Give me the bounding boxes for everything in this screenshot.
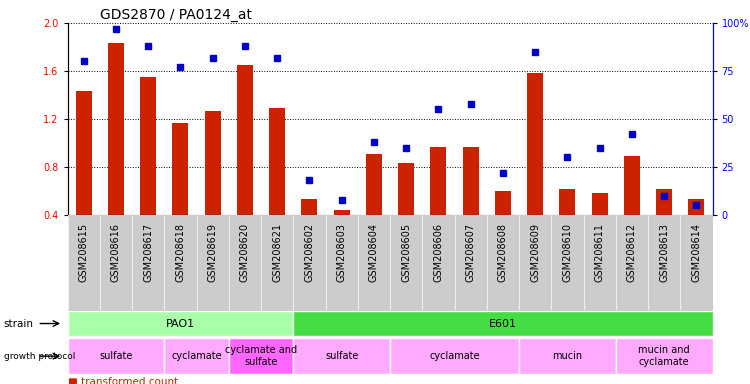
Text: GSM208610: GSM208610 (562, 223, 572, 282)
Text: GSM208604: GSM208604 (369, 223, 379, 282)
Text: GSM208620: GSM208620 (240, 223, 250, 282)
Text: cyclamate: cyclamate (171, 351, 222, 361)
Bar (205, 111, 220, 215)
Text: GSM208608: GSM208608 (498, 223, 508, 282)
Bar (293, 338, 390, 374)
Text: GSM208611: GSM208611 (595, 223, 604, 282)
Text: GSM208609: GSM208609 (530, 223, 540, 282)
Text: strain: strain (4, 318, 34, 329)
Text: GSM208613: GSM208613 (659, 223, 669, 282)
Bar (334, 210, 350, 215)
Bar (390, 338, 519, 374)
Bar (366, 154, 382, 215)
Bar (140, 77, 156, 215)
Text: cyclamate and
sulfate: cyclamate and sulfate (225, 345, 297, 367)
Bar (688, 199, 704, 215)
Text: cyclamate: cyclamate (429, 351, 480, 361)
Bar (76, 91, 92, 215)
Text: GSM208618: GSM208618 (176, 223, 185, 282)
Bar (237, 65, 253, 215)
Bar (229, 338, 293, 374)
Bar (560, 189, 575, 215)
Bar (172, 122, 188, 215)
Bar (656, 189, 672, 215)
Text: GSM208605: GSM208605 (401, 223, 411, 282)
Bar (398, 164, 414, 215)
Bar (592, 194, 608, 215)
Bar (527, 73, 543, 215)
Text: ■ transformed count: ■ transformed count (68, 377, 178, 384)
Text: PAO1: PAO1 (166, 318, 195, 329)
Text: GSM208616: GSM208616 (111, 223, 121, 282)
Bar (519, 338, 616, 374)
Text: GSM208614: GSM208614 (692, 223, 701, 282)
Bar (293, 311, 712, 336)
Bar (430, 147, 446, 215)
Text: mucin and
cyclamate: mucin and cyclamate (638, 345, 690, 367)
Text: GDS2870 / PA0124_at: GDS2870 / PA0124_at (100, 8, 252, 22)
Bar (68, 311, 293, 336)
Bar (164, 338, 229, 374)
Bar (616, 338, 712, 374)
Text: GSM208615: GSM208615 (79, 223, 88, 282)
Text: GSM208603: GSM208603 (337, 223, 346, 282)
Text: E601: E601 (489, 318, 517, 329)
Bar (269, 108, 285, 215)
Text: GSM208621: GSM208621 (272, 223, 282, 282)
Bar (108, 43, 124, 215)
Bar (463, 147, 478, 215)
Text: sulfate: sulfate (99, 351, 133, 361)
Text: GSM208602: GSM208602 (304, 223, 314, 282)
Bar (302, 199, 317, 215)
Bar (624, 156, 640, 215)
Text: GSM208607: GSM208607 (466, 223, 476, 282)
Bar (495, 191, 511, 215)
Text: sulfate: sulfate (325, 351, 358, 361)
Text: growth protocol: growth protocol (4, 352, 75, 361)
Bar (68, 338, 164, 374)
Text: GSM208619: GSM208619 (208, 223, 218, 282)
Text: GSM208606: GSM208606 (433, 223, 443, 282)
Text: GSM208617: GSM208617 (143, 223, 153, 282)
Text: GSM208612: GSM208612 (627, 223, 637, 282)
Text: mucin: mucin (552, 351, 583, 361)
